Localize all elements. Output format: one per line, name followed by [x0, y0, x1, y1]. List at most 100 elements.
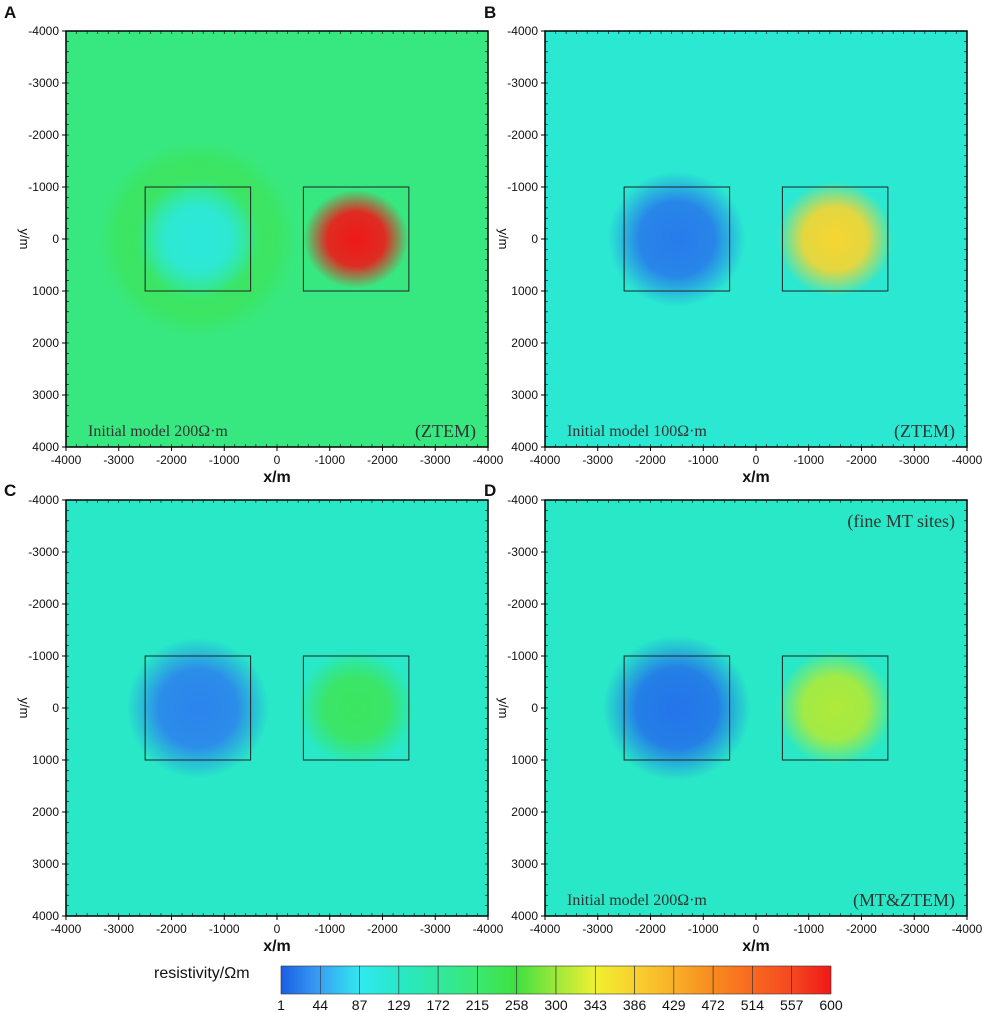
y-tick-label: 4000: [511, 909, 538, 923]
x-tick-label: -3000: [582, 922, 613, 936]
heatmap-anomalies: [603, 635, 894, 781]
panel-label: D: [484, 481, 496, 500]
heatmap-anomalies: [108, 150, 409, 328]
panel-c: C -4000 -3000 -2000 -1000 0 -1000 -2000 -3000 -4…: [4, 481, 504, 955]
colorbar-cell: [712, 965, 753, 995]
y-tick-label: 2000: [511, 805, 538, 819]
colorbar: resistivity/Ωm 1 44 87 129 172 215 258 300 343 38…: [154, 965, 843, 1012]
colorbar-tick-label: 129: [387, 997, 411, 1012]
x-tick-label: -3000: [899, 453, 930, 467]
colorbar-cell: [752, 965, 793, 995]
y-tick-label: 3000: [32, 857, 59, 871]
colorbar-tick-label: 172: [426, 997, 450, 1012]
colorbar-cell: [398, 965, 439, 995]
x-tick-label: -1000: [688, 453, 719, 467]
x-tick-label: -4000: [51, 453, 82, 467]
resistivity-anomaly: [777, 650, 894, 766]
colorbar-tick-label: 557: [780, 997, 804, 1012]
x-tick-label: -1000: [314, 453, 345, 467]
y-tick-label: -4000: [507, 24, 538, 38]
y-tick-label: 0: [531, 701, 538, 715]
x-tick-label: -1000: [209, 453, 240, 467]
y-tick-label: -4000: [28, 493, 59, 507]
y-tick-label: 4000: [32, 909, 59, 923]
y-tick-label: 0: [52, 232, 59, 246]
panel-label: C: [4, 481, 16, 500]
y-axis-ticks: -4000 -3000 -2000 -1000 0 1000 2000 3000 4000: [28, 493, 488, 923]
y-tick-label: 1000: [511, 284, 538, 298]
x-axis-ticks: -4000 -3000 -2000 -1000 0 -1000 -2000 -3000 -400…: [51, 31, 504, 467]
colorbar-cell: [555, 965, 596, 995]
true-body-outline: [302, 186, 410, 292]
x-tick-label: 0: [753, 922, 760, 936]
x-tick-label: -4000: [51, 922, 82, 936]
x-tick-label: -3000: [103, 453, 134, 467]
colorbar-cell: [319, 965, 360, 995]
x-tick-label: -2000: [367, 453, 398, 467]
x-tick-label: -1000: [688, 922, 719, 936]
colorbar-cell: [516, 965, 557, 995]
initial-model-annotation: Initial model 200Ω·m: [567, 892, 707, 909]
y-tick-label: 2000: [32, 805, 59, 819]
body-outlines: [623, 186, 889, 292]
y-tick-label: 3000: [511, 857, 538, 871]
colorbar-tick-label: 600: [819, 997, 843, 1012]
colorbar-cell: [437, 965, 478, 995]
y-tick-label: -1000: [28, 649, 59, 663]
x-tick-label: 0: [274, 922, 281, 936]
resistivity-anomaly: [298, 650, 415, 766]
true-body-outline: [623, 186, 731, 292]
y-axis-label: y/m: [17, 698, 32, 719]
x-tick-label: -1000: [209, 922, 240, 936]
heatmap-anomalies: [126, 637, 415, 779]
resistivity-anomaly: [777, 181, 894, 297]
y-tick-label: 3000: [511, 388, 538, 402]
colorbar-tick-label: 215: [466, 997, 490, 1012]
resistivity-anomaly: [608, 171, 746, 307]
y-tick-label: 0: [531, 232, 538, 246]
y-tick-label: 0: [52, 701, 59, 715]
y-tick-label: 2000: [32, 336, 59, 350]
x-tick-label: -2000: [635, 453, 666, 467]
x-tick-label: -4000: [530, 922, 561, 936]
y-axis-label: y/m: [496, 698, 511, 719]
heatmap-background: [545, 31, 967, 447]
x-tick-label: -3000: [420, 922, 451, 936]
y-tick-label: 1000: [32, 753, 59, 767]
true-body-outline: [144, 186, 252, 292]
y-tick-label: -2000: [28, 597, 59, 611]
y-tick-label: -3000: [507, 545, 538, 559]
x-tick-label: -4000: [473, 453, 504, 467]
panel-label: B: [484, 3, 496, 22]
method-tag: (ZTEM): [894, 421, 955, 442]
y-tick-label: 4000: [32, 440, 59, 454]
colorbar-cell: [673, 965, 714, 995]
colorbar-tick-label: 44: [312, 997, 328, 1012]
colorbar-tick-label: 429: [662, 997, 686, 1012]
colorbar-tick-label: 472: [701, 997, 725, 1012]
panel-b: B -4000 -3000 -2000 -1000 0 -1000 -2000 -3000 -4…: [484, 3, 982, 486]
y-tick-label: -2000: [28, 128, 59, 142]
x-tick-label: -1000: [793, 922, 824, 936]
x-axis-ticks: -4000 -3000 -2000 -1000 0 -1000 -2000 -3000 -400…: [51, 500, 504, 936]
x-tick-label: -2000: [846, 453, 877, 467]
y-axis-ticks: -4000 -3000 -2000 -1000 0 1000 2000 3000 4000: [507, 24, 967, 454]
y-axis-ticks: -4000 -3000 -2000 -1000 0 1000 2000 3000 4000: [507, 493, 967, 923]
colorbar-cell: [791, 965, 832, 995]
x-axis-ticks: -4000 -3000 -2000 -1000 0 -1000 -2000 -3000 -400…: [530, 500, 982, 936]
x-tick-label: -4000: [530, 453, 561, 467]
body-outlines: [144, 655, 410, 761]
x-tick-label: -1000: [314, 922, 345, 936]
colorbar-title: resistivity/Ωm: [154, 965, 250, 982]
y-tick-label: -3000: [507, 76, 538, 90]
x-axis-label: x/m: [263, 469, 291, 486]
colorbar-ticks: 1 44 87 129 172 215 258 300 343 386 429 472 514 557 60…: [277, 997, 843, 1012]
resistivity-anomaly: [139, 181, 256, 297]
y-axis-label: y/m: [17, 229, 32, 250]
x-tick-label: -3000: [899, 922, 930, 936]
x-tick-label: -2000: [846, 922, 877, 936]
colorbar-cell: [280, 965, 321, 995]
y-tick-label: -2000: [507, 597, 538, 611]
panel-a: A -4000 -3000 -2000 -1000 0 -1000 -2000 -3000 -4…: [4, 3, 504, 486]
